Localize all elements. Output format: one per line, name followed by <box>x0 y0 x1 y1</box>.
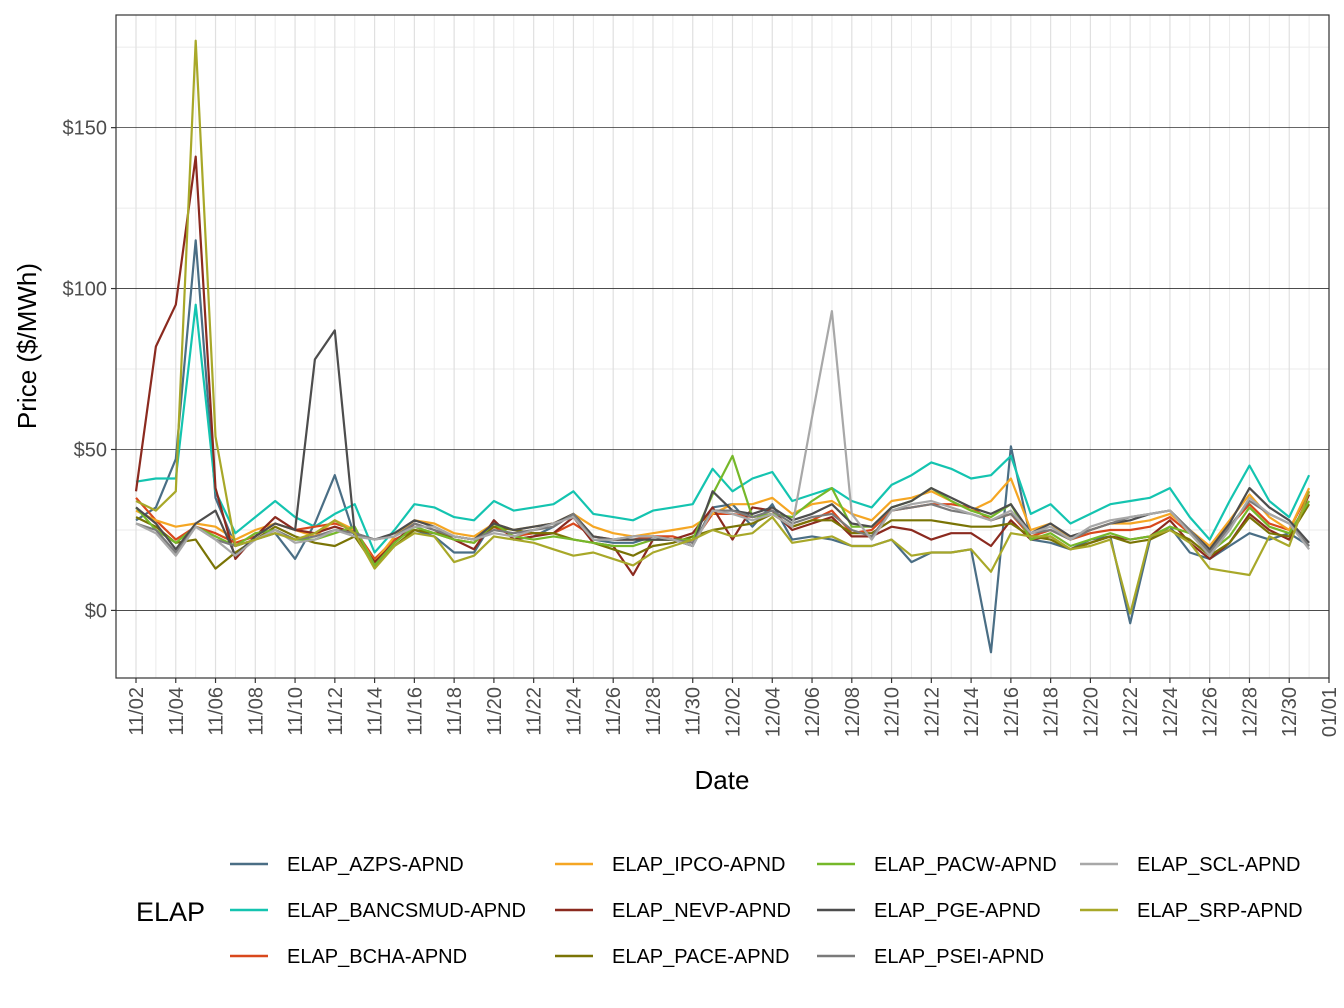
x-tick-label: 11/26 <box>603 687 625 736</box>
x-tick-label: 11/28 <box>643 687 665 736</box>
x-tick-label: 11/14 <box>365 687 387 736</box>
y-tick-label: $50 <box>74 439 107 461</box>
plot-background <box>116 15 1329 678</box>
x-tick-label: 12/18 <box>1041 687 1063 737</box>
x-axis-title: Date <box>695 765 750 795</box>
x-tick-label: 12/14 <box>961 687 983 737</box>
legend-label-elap-bancsmud-apnd: ELAP_BANCSMUD-APND <box>287 900 526 922</box>
x-tick-label: 11/08 <box>245 687 267 736</box>
x-tick-label: 11/12 <box>325 687 347 736</box>
x-tick-label: 11/24 <box>563 687 585 736</box>
x-tick-label: 01/01 <box>1319 687 1341 737</box>
y-tick-label: $150 <box>63 118 108 140</box>
legend-title: ELAP <box>136 897 205 927</box>
x-tick-label: 12/10 <box>882 687 904 737</box>
legend-label-elap-srp-apnd: ELAP_SRP-APND <box>1137 900 1303 922</box>
panel-frame <box>115 14 1330 679</box>
y-axis-title: Price ($/MWh) <box>12 263 42 429</box>
legend-label-elap-pge-apnd: ELAP_PGE-APND <box>874 900 1041 922</box>
x-tick-label: 11/06 <box>206 687 228 736</box>
x-tick-label: 12/02 <box>723 687 745 737</box>
x-tick-label: 12/30 <box>1279 687 1301 737</box>
series-line-elap-pace-apnd <box>135 503 1311 570</box>
x-tick-label: 12/28 <box>1240 687 1262 737</box>
x-tick-label: 11/10 <box>285 687 307 736</box>
x-tick-label: 12/26 <box>1200 687 1222 737</box>
x-tick-label: 12/20 <box>1080 687 1102 737</box>
x-tick-label: 12/06 <box>802 687 824 737</box>
panel-border <box>115 14 1330 679</box>
x-tick-label: 11/16 <box>404 687 426 736</box>
series-line-elap-pacw-apnd <box>135 454 1311 567</box>
legend-label-elap-scl-apnd: ELAP_SCL-APND <box>1137 854 1300 876</box>
x-tick-label: 12/24 <box>1160 687 1182 737</box>
x-tick-label: 12/16 <box>1001 687 1023 737</box>
series-lines <box>134 39 1311 654</box>
x-tick-label: 11/20 <box>484 687 506 736</box>
legend-label-elap-ipco-apnd: ELAP_IPCO-APND <box>612 854 785 876</box>
y-tick-label: $0 <box>85 600 107 622</box>
x-tick-label: 11/22 <box>524 687 546 736</box>
grid-lines <box>116 15 1330 678</box>
legend: ELAP ELAP_AZPS-APND ELAP_BANCSMUD-APND ELA… <box>136 854 1303 968</box>
x-tick-label: 12/12 <box>921 687 943 737</box>
legend-label-elap-psei-apnd: ELAP_PSEI-APND <box>874 946 1044 968</box>
legend-label-elap-azps-apnd: ELAP_AZPS-APND <box>287 854 464 876</box>
x-tick-label: 12/22 <box>1120 687 1142 737</box>
series-line-elap-scl-apnd <box>135 310 1310 557</box>
legend-label-elap-bcha-apnd: ELAP_BCHA-APND <box>287 946 467 968</box>
plot-panel <box>116 15 1329 678</box>
series-line-elap-bancsmud-apnd <box>135 303 1311 554</box>
x-tick-label: 11/18 <box>444 687 466 736</box>
x-tick-label: 12/04 <box>762 687 784 737</box>
x-tick-label: 12/08 <box>842 687 864 737</box>
legend-label-elap-pacw-apnd: ELAP_PACW-APND <box>874 854 1057 876</box>
y-tick-label: $100 <box>63 279 108 301</box>
legend-label-elap-pace-apnd: ELAP_PACE-APND <box>612 946 789 968</box>
legend-label-elap-nevp-apnd: ELAP_NEVP-APND <box>612 900 791 922</box>
x-tick-label: 11/04 <box>166 687 188 736</box>
axes: $0 $50 $100 $150 11/02 11/04 11/06 11/08 11/10 11… <box>63 118 1342 737</box>
x-tick-label: 11/30 <box>683 687 705 736</box>
x-tick-label: 11/02 <box>126 687 148 736</box>
series-line-elap-srp-apnd <box>135 39 1311 615</box>
